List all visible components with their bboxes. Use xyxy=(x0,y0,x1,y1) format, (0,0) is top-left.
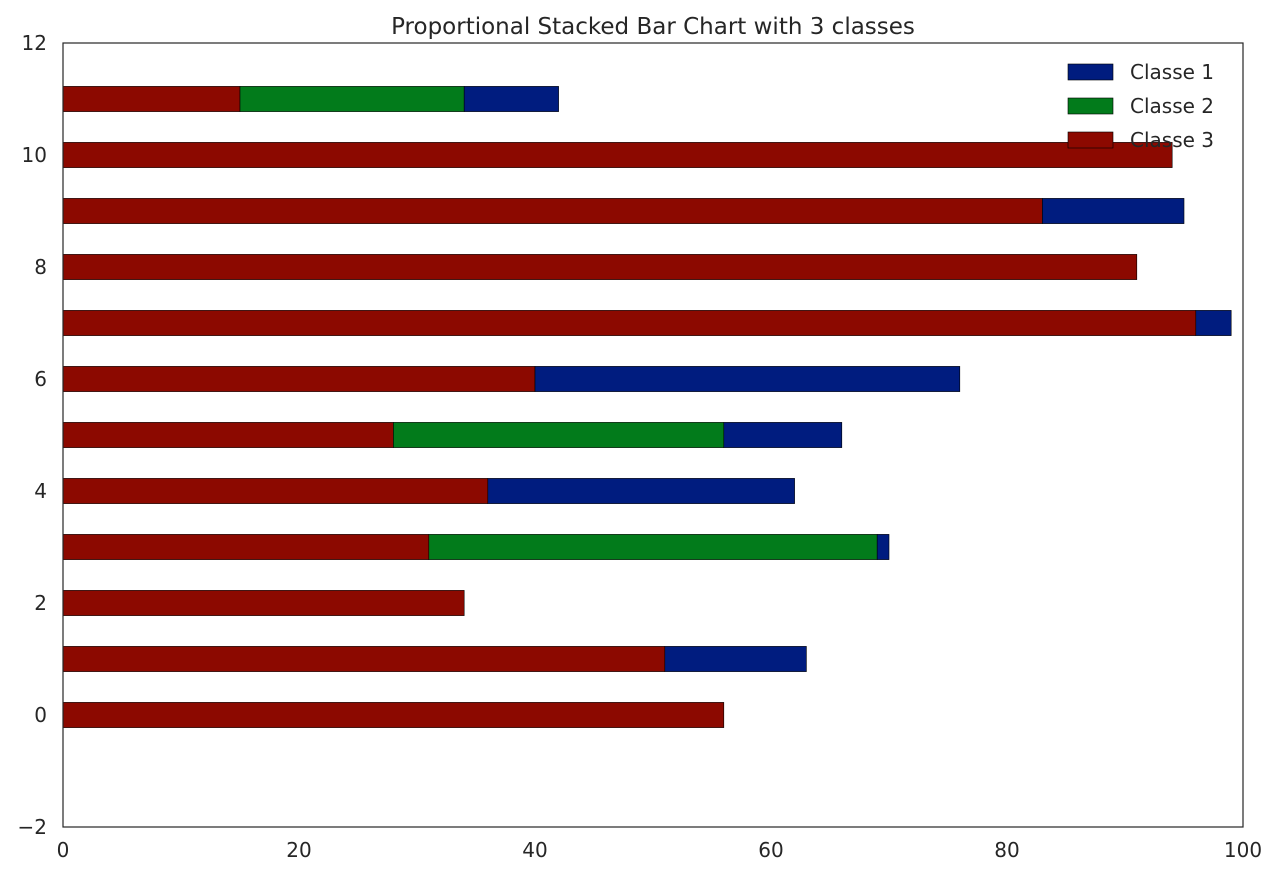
bar-segment-classe-3-8 xyxy=(62,254,1138,280)
bar-segment-classe-1-6 xyxy=(534,366,961,392)
bar-segment-classe-3-4 xyxy=(62,478,489,504)
bar-segment-classe-3-3 xyxy=(62,534,430,560)
x-tick-label: 40 xyxy=(522,838,547,862)
x-tick-label: 60 xyxy=(758,838,783,862)
bar-segment-classe-1-7 xyxy=(1195,310,1232,336)
legend-swatch xyxy=(1067,63,1114,81)
bar-segment-classe-1-5 xyxy=(723,422,843,448)
plot-frame xyxy=(62,42,1244,828)
y-axis-ticks: −2 0 2 4 6 8 10 12 xyxy=(18,31,47,839)
y-tick-label: 2 xyxy=(34,591,47,615)
bar-segment-classe-3-10 xyxy=(62,142,1173,168)
bar-segment-classe-1-1 xyxy=(664,646,807,672)
bar-segment-classe-1-11 xyxy=(463,86,559,112)
bar-segment-classe-3-9 xyxy=(62,198,1043,224)
bar-segment-classe-3-1 xyxy=(62,646,666,672)
bar-segment-classe-2-11 xyxy=(239,86,465,112)
bar-segment-classe-3-11 xyxy=(62,86,241,112)
bar-segment-classe-1-4 xyxy=(487,478,795,504)
x-tick-label: 80 xyxy=(994,838,1019,862)
bar-segment-classe-3-0 xyxy=(62,702,725,728)
legend: Classe 1 Classe 2 Classe 3 xyxy=(1067,60,1214,152)
chart-title: Proportional Stacked Bar Chart with 3 cl… xyxy=(391,14,915,40)
y-tick-label: −2 xyxy=(18,815,47,839)
legend-label: Classe 1 xyxy=(1130,60,1214,84)
y-tick-label: 0 xyxy=(34,703,47,727)
y-tick-label: 4 xyxy=(34,479,47,503)
y-tick-label: 12 xyxy=(22,31,47,55)
legend-swatch xyxy=(1067,131,1114,149)
bar-segment-classe-1-9 xyxy=(1042,198,1185,224)
bar-segment-classe-3-5 xyxy=(62,422,394,448)
bars-layer xyxy=(62,86,1232,728)
y-tick-label: 8 xyxy=(34,255,47,279)
x-tick-label: 20 xyxy=(286,838,311,862)
x-tick-label: 100 xyxy=(1224,838,1262,862)
bar-segment-classe-2-3 xyxy=(428,534,878,560)
x-tick-label: 0 xyxy=(57,838,70,862)
x-axis-ticks: 0 20 40 60 80 100 xyxy=(57,838,1262,862)
bar-segment-classe-3-2 xyxy=(62,590,465,616)
bar-segment-classe-3-7 xyxy=(62,310,1197,336)
bar-segment-classe-1-3 xyxy=(876,534,890,560)
legend-label: Classe 2 xyxy=(1130,94,1214,118)
bar-segment-classe-3-6 xyxy=(62,366,536,392)
y-tick-label: 10 xyxy=(22,143,47,167)
y-tick-label: 6 xyxy=(34,367,47,391)
bar-segment-classe-2-5 xyxy=(393,422,725,448)
legend-label: Classe 3 xyxy=(1130,128,1214,152)
legend-swatch xyxy=(1067,97,1114,115)
